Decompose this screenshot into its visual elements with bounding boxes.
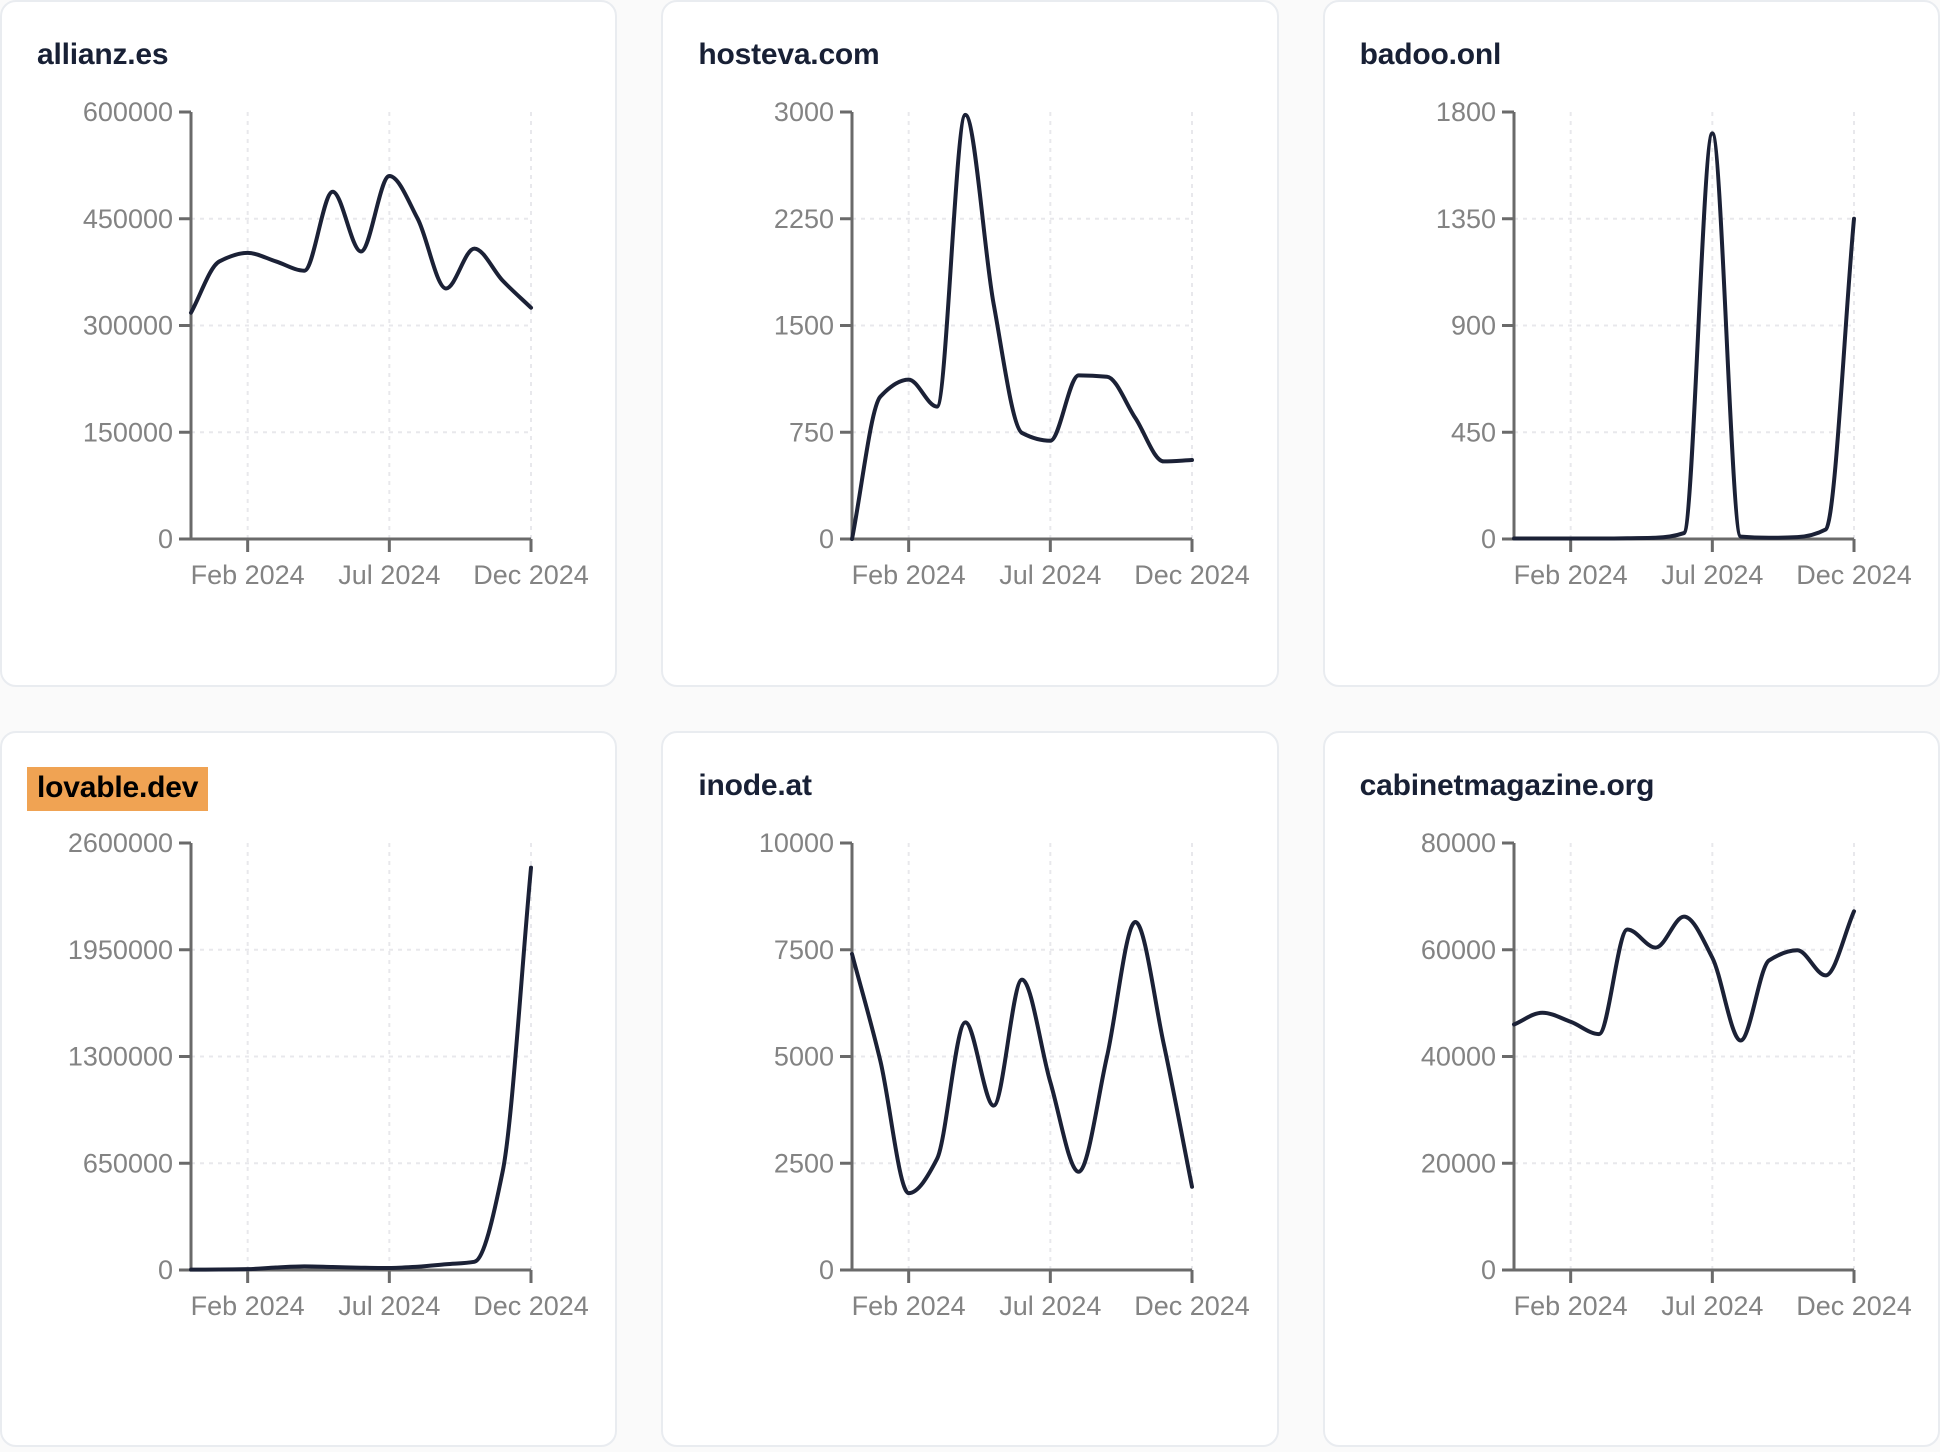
y-tick-label: 60000 (1421, 935, 1496, 965)
y-tick-label: 0 (1481, 1255, 1496, 1285)
x-tick-label: Dec 2024 (1796, 560, 1912, 590)
x-tick-label: Dec 2024 (1135, 560, 1251, 590)
y-tick-label: 80000 (1421, 828, 1496, 858)
x-tick-label: Feb 2024 (1513, 560, 1627, 590)
y-tick-label: 450000 (83, 204, 173, 234)
domain-name: cabinetmagazine.org (1359, 769, 1655, 802)
traffic-line (850, 920, 1195, 1196)
y-tick-label: 40000 (1421, 1042, 1496, 1072)
y-tick-label: 5000 (774, 1042, 834, 1072)
y-tick-label: 900 (1451, 311, 1496, 341)
domain-name-highlighted: lovable.dev (27, 767, 209, 811)
y-tick-label: 1350 (1436, 204, 1496, 234)
x-tick-label: Jul 2024 (338, 560, 440, 590)
line-chart-allianz-es: 0 150000 300000 450000 600000 Feb 2024 Jul 202… (83, 97, 589, 590)
y-tick-label: 20000 (1421, 1148, 1496, 1178)
domain-name: hosteva.com (698, 38, 880, 71)
y-tick-label: 0 (819, 524, 834, 554)
y-tick-label: 2250 (774, 204, 834, 234)
chart-card-allianz-es[interactable]: allianz.es 0 150000 300000 450000 600000 Feb … (0, 0, 618, 687)
x-tick-label: Dec 2024 (473, 1291, 589, 1321)
y-tick-label: 0 (1481, 524, 1496, 554)
y-tick-label: 1300000 (68, 1042, 173, 1072)
y-tick-label: 450 (1451, 417, 1496, 447)
chart-card-cabinetmagazine-org[interactable]: cabinetmagazine.org 0 20000 40000 60000 8000… (1322, 731, 1940, 1447)
chart-title: hosteva.com (698, 36, 1276, 74)
y-tick-label: 650000 (83, 1148, 173, 1178)
chart-title: cabinetmagazine.org (1360, 767, 1938, 805)
x-tick-label: Dec 2024 (1796, 1291, 1912, 1321)
y-tick-label: 1800 (1436, 97, 1496, 127)
line-chart-hosteva-com: 0 750 1500 2250 3000 Feb 2024 Jul 2024 Dec 2024 (774, 97, 1251, 590)
chart-title: lovable.dev (27, 767, 615, 811)
domain-name: inode.at (698, 769, 812, 802)
x-tick-label: Dec 2024 (473, 560, 589, 590)
chart-card-lovable-dev[interactable]: lovable.dev 0 650000 1300000 1950000 2600000… (0, 731, 618, 1447)
traffic-line (850, 112, 1195, 541)
y-tick-label: 300000 (83, 311, 173, 341)
x-tick-label: Feb 2024 (1513, 1291, 1627, 1321)
y-tick-label: 2500 (774, 1148, 834, 1178)
y-tick-label: 0 (158, 1255, 173, 1285)
line-chart-cabinetmagazine-org: 0 20000 40000 60000 80000 Feb 2024 Jul 2024 Dec… (1421, 828, 1912, 1321)
traffic-line (1511, 909, 1856, 1043)
x-tick-label: Dec 2024 (1135, 1291, 1251, 1321)
chart-title: inode.at (698, 767, 1276, 805)
x-tick-label: Jul 2024 (1000, 560, 1102, 590)
x-tick-label: Jul 2024 (1661, 560, 1763, 590)
line-chart-badoo-onl: 0 450 900 1350 1800 Feb 2024 Jul 2024 Dec 2024 (1436, 97, 1912, 590)
y-tick-label: 600000 (83, 97, 173, 127)
y-tick-label: 1500 (774, 311, 834, 341)
chart-title: badoo.onl (1360, 36, 1938, 74)
x-tick-label: Jul 2024 (338, 1291, 440, 1321)
line-chart-lovable-dev: 0 650000 1300000 1950000 2600000 Feb 2024 Jul … (68, 828, 589, 1321)
y-tick-label: 2600000 (68, 828, 173, 858)
y-tick-label: 150000 (83, 417, 173, 447)
y-tick-label: 1950000 (68, 935, 173, 965)
domain-name: badoo.onl (1359, 38, 1502, 71)
y-tick-label: 3000 (774, 97, 834, 127)
x-tick-label: Feb 2024 (852, 1291, 966, 1321)
traffic-line (189, 174, 533, 315)
y-tick-label: 750 (789, 417, 834, 447)
x-tick-label: Feb 2024 (191, 1291, 305, 1321)
x-tick-label: Feb 2024 (191, 560, 305, 590)
traffic-line (189, 865, 533, 1272)
chart-card-badoo-onl[interactable]: badoo.onl 0 450 900 1350 1800 Feb 2024 Jul 202… (1322, 0, 1940, 687)
domain-name: allianz.es (37, 38, 169, 71)
y-tick-label: 0 (819, 1255, 834, 1285)
x-tick-label: Jul 2024 (1000, 1291, 1102, 1321)
traffic-line (1511, 131, 1856, 541)
x-tick-label: Feb 2024 (852, 560, 966, 590)
y-tick-label: 0 (158, 524, 173, 554)
chart-card-inode-at[interactable]: inode.at 0 2500 5000 7500 10000 Feb 2024 Jul 2… (661, 731, 1279, 1447)
x-tick-label: Jul 2024 (1661, 1291, 1763, 1321)
y-tick-label: 10000 (759, 828, 834, 858)
chart-title: allianz.es (37, 36, 615, 74)
chart-card-hosteva-com[interactable]: hosteva.com 0 750 1500 2250 3000 Feb 2024 Jul … (661, 0, 1279, 687)
y-tick-label: 7500 (774, 935, 834, 965)
line-chart-inode-at: 0 2500 5000 7500 10000 Feb 2024 Jul 2024 Dec 20… (759, 828, 1251, 1321)
